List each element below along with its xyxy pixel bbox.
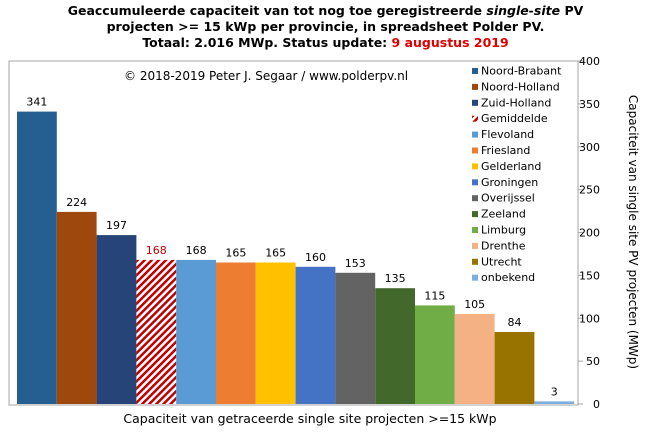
bar-gelderland bbox=[255, 262, 296, 404]
bar-value-label: 160 bbox=[305, 251, 326, 264]
legend-entry-label: Utrecht bbox=[481, 255, 522, 268]
legend-swatch bbox=[472, 211, 478, 218]
title-line-2: projecten >= 15 kWp per provincie, in sp… bbox=[106, 19, 545, 34]
legend-swatch bbox=[472, 131, 478, 138]
status-date: 9 augustus 2019 bbox=[391, 35, 509, 50]
bar-overijssel bbox=[335, 272, 376, 404]
legend-entry-label: Zeeland bbox=[481, 208, 526, 221]
legend-swatch bbox=[472, 274, 478, 281]
y-tick-label: 300 bbox=[579, 141, 600, 154]
legend-entry-label: Flevoland bbox=[481, 128, 534, 141]
title-line-1: Geaccumuleerde capaciteit van tot nog to… bbox=[0, 3, 651, 19]
legend-swatch bbox=[472, 195, 478, 202]
bar-value-label: 197 bbox=[106, 219, 127, 232]
legend-entry-label: Groningen bbox=[481, 176, 538, 189]
x-axis-label: Capaciteit van getraceerde single site p… bbox=[123, 411, 497, 426]
bar-zeeland bbox=[375, 288, 415, 404]
copyright-notice: © 2018-2019 Peter J. Segaar / www.polder… bbox=[124, 69, 408, 83]
title-line-3: Totaal: 2.016 MWp. Status update: 9 augu… bbox=[0, 35, 651, 51]
bar-value-label: 165 bbox=[225, 247, 246, 260]
bar-value-label: 115 bbox=[424, 289, 445, 302]
bar-value-label: 105 bbox=[464, 298, 485, 311]
legend-swatch bbox=[472, 68, 478, 74]
y-tick-label: 150 bbox=[579, 269, 600, 282]
title-line-3-text: Totaal: 2.016 MWp. Status update: bbox=[142, 35, 392, 50]
legend-entry-label: Noord-Holland bbox=[481, 80, 560, 93]
y-tick-label: 200 bbox=[579, 227, 600, 240]
y-tick-label: 50 bbox=[586, 355, 600, 368]
y-tick-label: 400 bbox=[579, 55, 600, 68]
y-axis-label: Capaciteit van single site PV projecten … bbox=[626, 95, 640, 369]
legend-entry-label: Zuid-Holland bbox=[481, 96, 551, 109]
y-tick-label: 0 bbox=[593, 398, 600, 411]
legend-entry-label: Gemiddelde bbox=[481, 112, 548, 125]
legend-swatch bbox=[472, 258, 478, 265]
bar-value-label: 84 bbox=[508, 316, 522, 329]
legend-swatch bbox=[472, 99, 478, 106]
bar-drenthe bbox=[454, 314, 495, 404]
y-tick-label: 100 bbox=[579, 312, 600, 325]
chart-title: Geaccumuleerde capaciteit van tot nog to… bbox=[0, 3, 651, 51]
bar-friesland bbox=[216, 262, 256, 404]
bar-gemiddelde bbox=[136, 259, 177, 404]
bar-utrecht bbox=[494, 332, 535, 404]
bar-value-label: 153 bbox=[345, 257, 366, 270]
legend-entry-label: Overijssel bbox=[481, 192, 535, 205]
legend-swatch bbox=[472, 115, 478, 122]
legend-swatch bbox=[472, 83, 478, 90]
bar-noord-holland bbox=[56, 211, 97, 404]
bar-value-label: 341 bbox=[26, 96, 47, 109]
bar-value-label: 165 bbox=[265, 247, 286, 260]
bar-value-label: 3 bbox=[551, 385, 558, 398]
legend-entry-label: Limburg bbox=[481, 224, 526, 237]
bar-flevoland bbox=[176, 259, 216, 404]
bar-limburg bbox=[415, 305, 455, 404]
legend-swatch bbox=[472, 179, 478, 186]
legend-entry-label: Gelderland bbox=[481, 160, 541, 173]
bar-value-label: 168 bbox=[186, 244, 207, 257]
bar-value-label: 224 bbox=[66, 196, 87, 209]
y-tick-label: 350 bbox=[579, 98, 600, 111]
legend-swatch bbox=[472, 227, 478, 233]
bar-groningen bbox=[295, 266, 336, 404]
legend-swatch bbox=[472, 163, 478, 170]
legend-entry-label: Noord-Brabant bbox=[481, 65, 562, 78]
legend-entry-label: onbekend bbox=[481, 271, 535, 284]
bar-noord-brabant bbox=[17, 111, 57, 404]
title-line-1-italic: single-site bbox=[486, 3, 561, 18]
title-line-1-end: PV bbox=[560, 3, 584, 18]
y-tick-label: 250 bbox=[579, 184, 600, 197]
legend-entry-label: Friesland bbox=[481, 144, 530, 157]
bar-zuid-holland bbox=[96, 235, 137, 404]
legend-swatch bbox=[472, 242, 478, 249]
bar-value-label: 168 bbox=[146, 244, 167, 257]
bar-value-label: 135 bbox=[385, 272, 406, 285]
bar-onbekend bbox=[534, 401, 575, 404]
legend-entry-label: Drenthe bbox=[481, 239, 526, 252]
title-line-1-text: Geaccumuleerde capaciteit van tot nog to… bbox=[67, 3, 487, 18]
legend-swatch bbox=[472, 147, 478, 154]
